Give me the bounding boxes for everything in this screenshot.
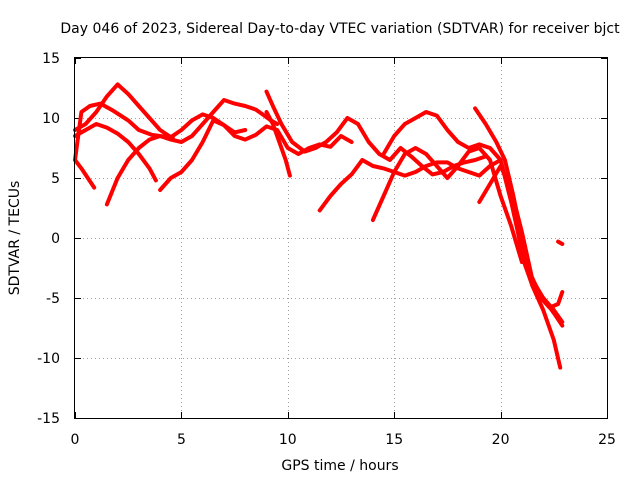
tick-labels: 0 5 10 15 20 25 -15 -10 -5 0 5 10 15 [37,51,616,448]
series-track-8 [264,110,292,178]
series-track-5 [104,98,280,207]
y-tick-label: 15 [42,51,60,67]
grid [75,58,607,418]
series-track-4 [73,122,158,183]
x-tick-label: 5 [177,432,186,448]
x-tick-label: 0 [71,432,80,448]
series-track-1 [73,101,175,162]
series-track-3 [73,82,248,140]
series-track-15 [556,239,565,246]
series-track-14 [505,176,565,310]
y-tick-label: -5 [46,291,60,307]
y-tick-label: -15 [37,411,60,427]
x-tick-label: 15 [385,432,403,448]
x-tick-label: 25 [598,432,616,448]
y-tick-label: -10 [37,351,60,367]
y-tick-label: 10 [42,111,60,127]
chart-title: Day 046 of 2023, Sidereal Day-to-day VTE… [60,21,620,37]
series-track-7 [264,89,488,177]
series-track-10 [370,146,524,264]
x-tick-label: 10 [279,432,297,448]
y-tick-label: 5 [51,171,60,187]
x-axis-label: GPS time / hours [281,458,398,474]
series-track-2 [73,158,97,190]
series-track-6 [158,118,354,192]
data-series [73,82,565,370]
y-tick-label: 0 [51,231,60,247]
series-track-9 [317,158,503,213]
x-tick-label: 20 [492,432,510,448]
y-axis-label: SDTVAR / TECUs [7,181,23,296]
plot-frame [74,57,608,419]
